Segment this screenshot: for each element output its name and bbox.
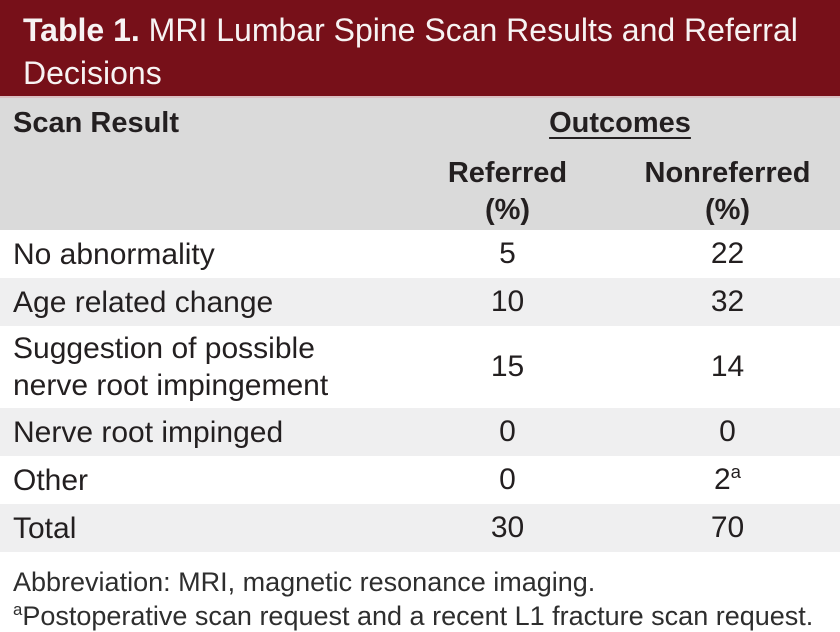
table-row: Total 30 70	[0, 504, 840, 552]
column-header-row-sub: Referred (%) Nonreferred (%)	[0, 155, 840, 229]
scan-result-label: Age related change	[13, 285, 274, 319]
nonreferred-value: 22	[710, 237, 745, 270]
footnote-marker: a	[730, 461, 742, 482]
scan-result-label: No abnormality	[13, 237, 215, 271]
referred-value: 15	[490, 350, 525, 383]
nonreferred-value: 14	[710, 350, 745, 383]
scan-result-label: Suggestion of possible nerve root imping…	[13, 332, 329, 402]
scan-result-label: Other	[13, 463, 89, 497]
column-header-row-top: Scan Result Outcomes	[0, 107, 840, 149]
column-header-outcomes: Outcomes	[549, 107, 691, 139]
footnote-a: aPostoperative scan request and a recent…	[13, 599, 826, 632]
footnote-a-marker: a	[13, 600, 23, 619]
nonreferred-unit: (%)	[704, 194, 751, 226]
column-header-referred: Referred (%)	[400, 155, 615, 229]
table-row: Age related change 10 32	[0, 278, 840, 326]
scan-result-label: Nerve root impinged	[13, 415, 284, 449]
abbreviation-note: Abbreviation: MRI, magnetic resonance im…	[13, 567, 596, 597]
nonreferred-value: 70	[710, 511, 745, 544]
nonreferred-label: Nonreferred	[644, 157, 811, 189]
referred-value: 0	[499, 415, 516, 448]
column-header-nonreferred: Nonreferred (%)	[615, 155, 840, 229]
table-number-label: Table 1.	[23, 12, 140, 48]
referred-unit: (%)	[484, 194, 531, 226]
table-row: Other 0 2a	[0, 456, 840, 504]
footnote-a-text: Postoperative scan request and a recent …	[22, 601, 814, 631]
table-row: Nerve root impinged 0 0	[0, 408, 840, 456]
table-row: No abnormality 5 22	[0, 230, 840, 278]
scan-result-label: Total	[13, 511, 77, 545]
referred-label: Referred	[447, 157, 568, 189]
table-row: Suggestion of possible nerve root imping…	[0, 326, 840, 408]
column-header-band: Scan Result Outcomes Referred (%) Nonref…	[0, 98, 840, 230]
nonreferred-value: 32	[710, 285, 745, 318]
referred-value: 30	[490, 511, 525, 544]
nonreferred-value: 0	[719, 415, 736, 448]
table-title: Table 1. MRI Lumbar Spine Scan Results a…	[0, 0, 840, 98]
table-footnotes: Abbreviation: MRI, magnetic resonance im…	[0, 552, 840, 632]
nonreferred-value: 2a	[713, 461, 742, 496]
column-header-scan-result: Scan Result	[13, 107, 179, 139]
referred-value: 5	[499, 237, 516, 270]
referred-value: 10	[490, 285, 525, 318]
table-title-text: MRI Lumbar Spine Scan Results and Referr…	[23, 12, 798, 91]
referred-value: 0	[499, 463, 516, 496]
